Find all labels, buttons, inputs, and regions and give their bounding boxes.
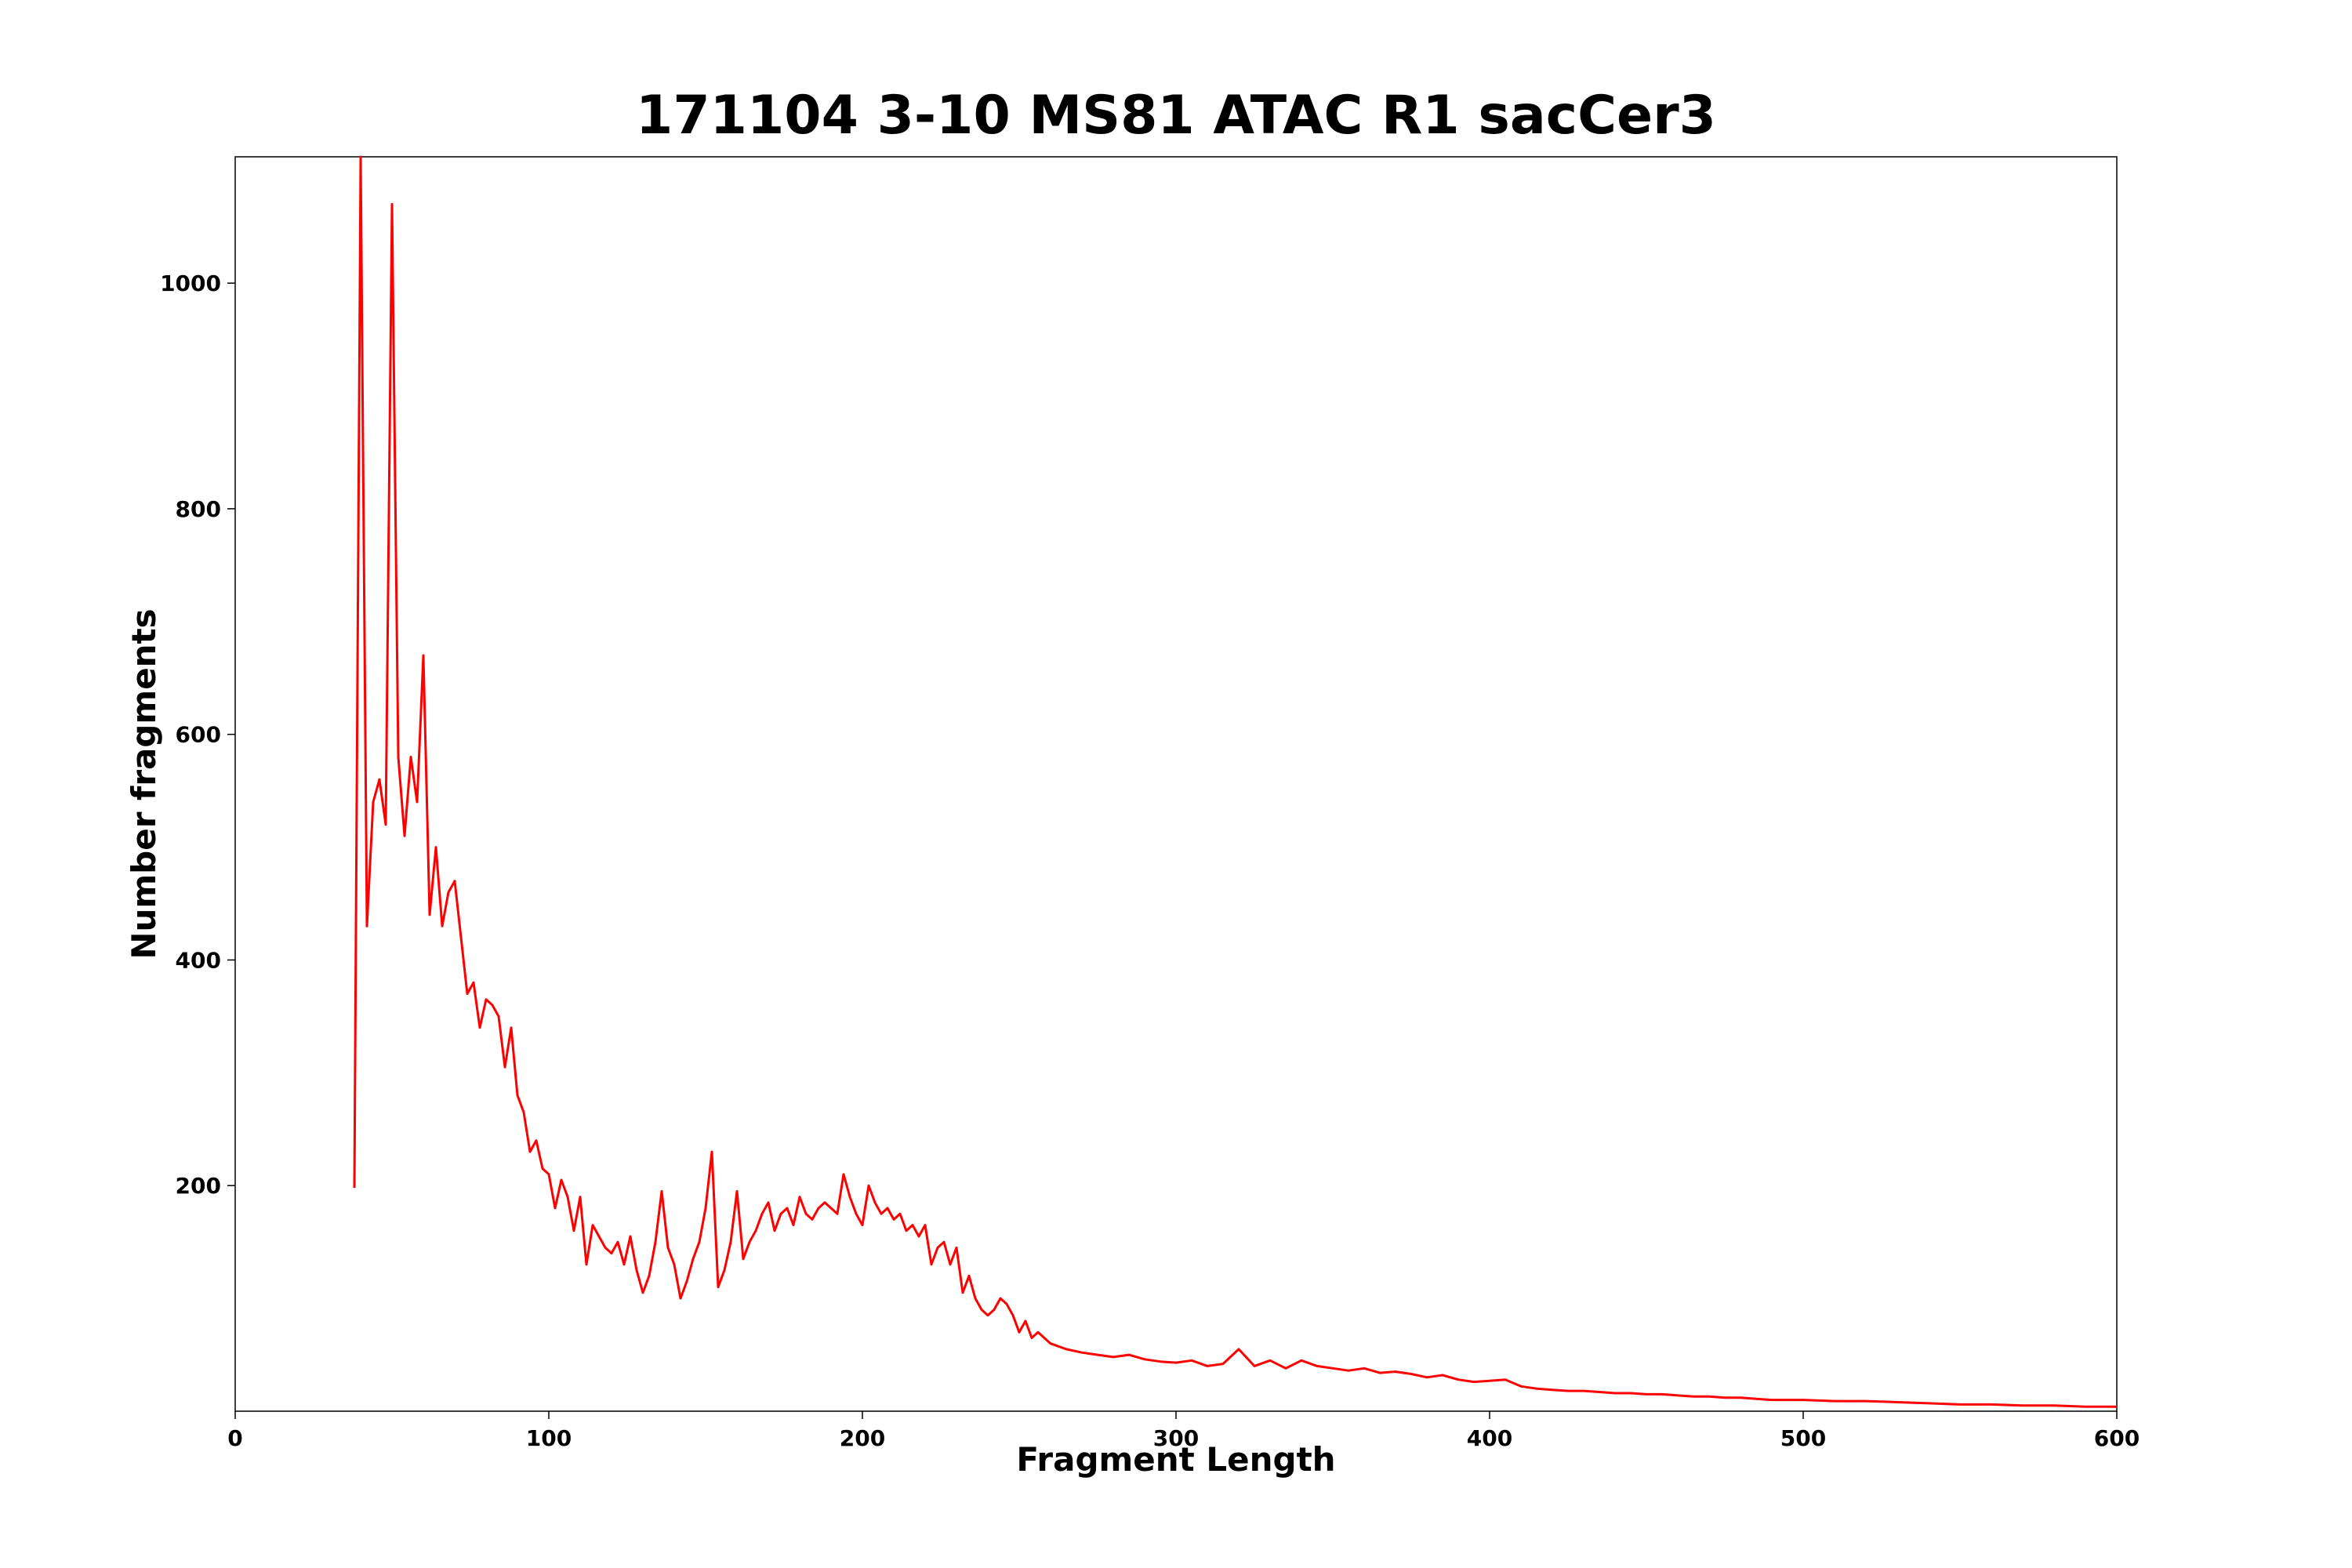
series-layer [353,155,2117,1408]
x-axis-ticks: 0 100 200 300 400 500 600 [227,1411,2140,1451]
y-tick-label: 200 [176,1173,221,1199]
y-tick-label: 600 [176,722,221,748]
y-tick-label: 400 [176,947,221,973]
x-tick-label: 300 [1153,1425,1199,1451]
x-tick-label: 600 [2094,1425,2140,1451]
series-line-0 [353,155,2117,1408]
x-axis-label: Fragment Length [1016,1440,1335,1479]
y-axis-ticks: 200 400 600 800 1000 [160,270,235,1199]
y-axis-label: Number fragments [125,608,163,959]
chart-title: 171104 3-10 MS81 ATAC R1 sacCer3 [636,85,1716,147]
x-tick-label: 100 [526,1425,572,1451]
plot-frame [234,156,2118,1412]
y-tick-label: 1000 [160,270,221,296]
x-tick-label: 500 [1780,1425,1826,1451]
x-tick-label: 400 [1467,1425,1512,1451]
y-tick-label: 800 [176,496,221,522]
x-tick-label: 200 [840,1425,885,1451]
x-tick-label: 0 [227,1425,242,1451]
